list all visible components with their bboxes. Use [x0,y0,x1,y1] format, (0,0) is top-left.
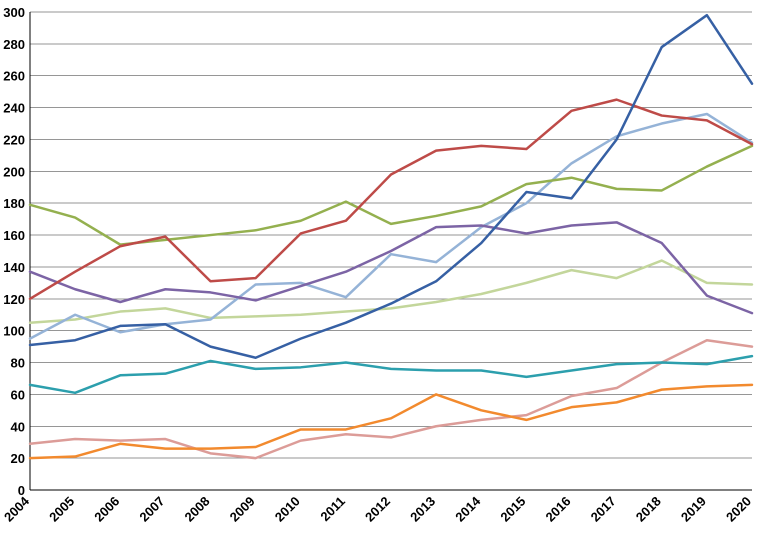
series-line-teal [28,354,754,395]
series-line-purple [28,221,754,315]
x-tick-label: 2005 [46,494,77,525]
y-tick-label: 200 [3,164,25,179]
x-tick-label: 2009 [227,494,258,525]
series-line-red [28,98,754,301]
x-tick-label: 2004 [1,493,33,525]
y-tick-label: 300 [3,5,25,20]
y-tick-label: 260 [3,69,25,84]
series-line-light-blue [28,112,754,340]
y-tick-label: 240 [3,101,25,116]
series-line-orange [28,383,754,460]
y-tick-label: 160 [3,228,25,243]
y-tick-label: 220 [3,132,25,147]
x-tick-label: 2015 [497,494,528,525]
x-tick-label: 2020 [723,494,754,525]
y-tick-label: 80 [11,356,25,371]
series-line-green [28,144,754,246]
x-tick-label: 2016 [543,494,574,525]
x-tick-label: 2008 [182,494,213,525]
x-tick-label: 2019 [678,494,709,525]
y-tick-label: 280 [3,37,25,52]
x-tick-label: 2017 [588,494,619,525]
series-line-light-green [28,259,754,324]
x-tick-label: 2006 [91,494,122,525]
y-tick-label: 100 [3,324,25,339]
x-tick-label: 2011 [317,494,348,525]
y-tick-label: 120 [3,292,25,307]
x-tick-label: 2013 [407,494,438,525]
y-tick-label: 0 [18,483,25,498]
series-line-dark-blue [28,13,754,360]
x-tick-label: 2010 [272,494,303,525]
x-tick-label: 2018 [633,494,664,525]
y-tick-label: 20 [11,451,25,466]
x-tick-label: 2007 [136,494,167,525]
y-tick-label: 40 [11,419,25,434]
x-tick-label: 2012 [362,494,393,525]
y-tick-label: 60 [11,387,25,402]
x-tick-label: 2014 [452,493,484,525]
series-line-pink [28,338,754,460]
y-tick-label: 180 [3,196,25,211]
y-tick-label: 140 [3,260,25,275]
